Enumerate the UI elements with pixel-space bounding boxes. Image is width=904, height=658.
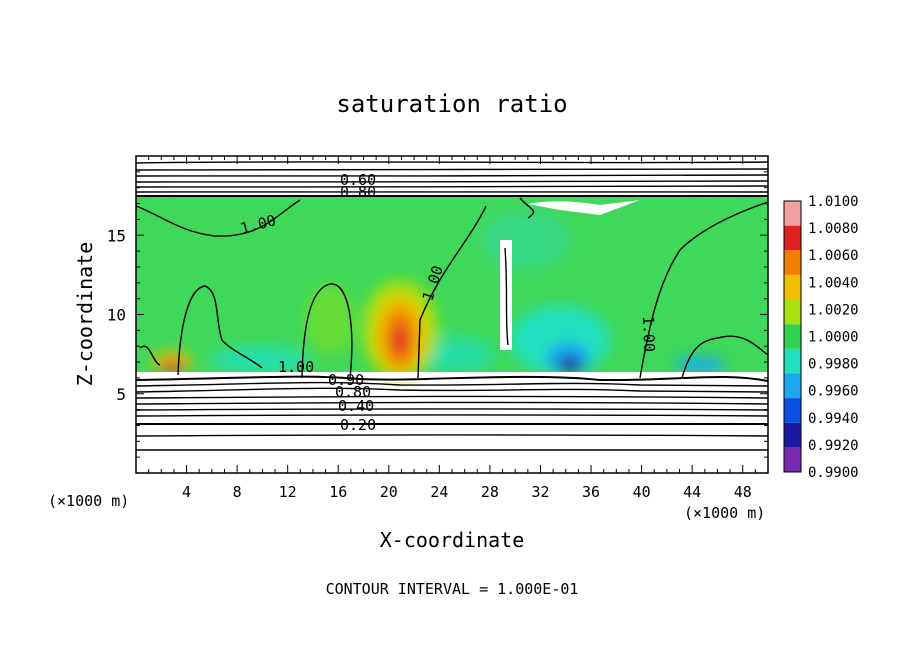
contour-label: 1.00 xyxy=(639,316,658,353)
contour-label: 0.90 xyxy=(328,371,364,389)
x-tick-label: 8 xyxy=(233,483,242,501)
x-axis: 4 8 12 16 20 24 28 32 36 40 44 48 xyxy=(148,156,756,501)
chart-title: saturation ratio xyxy=(336,90,567,118)
contour-label: 0.20 xyxy=(340,416,376,434)
colorbar-swatch xyxy=(784,348,801,374)
colorbar-label: 1.0080 xyxy=(808,221,859,237)
x-tick-label: 16 xyxy=(329,483,347,501)
colorbar-swatch xyxy=(784,201,801,226)
colorbar-label: 1.0040 xyxy=(808,275,859,291)
colorbar-label: 1.0000 xyxy=(808,330,859,346)
colorbar-swatch xyxy=(784,225,801,251)
contour-label: 0.60 xyxy=(340,171,376,189)
y-tick-label: 10 xyxy=(107,306,126,325)
x-tick-label: 48 xyxy=(734,483,752,501)
contour-label: 1.00 xyxy=(278,358,314,376)
x-tick-label: 20 xyxy=(380,483,398,501)
x-tick-label: 44 xyxy=(683,483,701,501)
colorbar-label: 1.0020 xyxy=(808,302,859,318)
colorbar-swatch xyxy=(784,422,801,448)
x-tick-label: 4 xyxy=(182,483,191,501)
colorbar-swatch xyxy=(784,447,801,472)
colorbar: 0.9900 0.9920 0.9940 0.9960 0.9980 1.0000 1.00… xyxy=(783,194,859,481)
plot-area xyxy=(136,156,768,473)
y-tick-label: 5 xyxy=(116,385,126,404)
colorbar-swatch xyxy=(784,373,801,399)
x-tick-label: 40 xyxy=(633,483,651,501)
colorbar-label: 1.0060 xyxy=(808,248,859,264)
x-unit-left: (×1000 m) xyxy=(48,492,129,510)
colorbar-label: 0.9900 xyxy=(808,465,859,481)
colorbar-swatch xyxy=(784,398,801,423)
colorbar-swatch xyxy=(784,250,801,275)
y-axis: 5 10 15 xyxy=(107,171,768,458)
colorbar-label: 0.9940 xyxy=(808,411,859,427)
contour-label: 0.80 xyxy=(340,183,376,201)
colorbar-label: 0.9960 xyxy=(808,384,859,400)
x-axis-label: X-coordinate xyxy=(380,528,525,552)
colorbar-label: 0.9980 xyxy=(808,357,859,373)
y-axis-label: Z-coordinate xyxy=(73,242,97,387)
colorbar-frame xyxy=(783,200,802,473)
x-tick-label: 32 xyxy=(531,483,549,501)
x-unit-right: (×1000 m) xyxy=(684,504,765,522)
colorbar-swatch xyxy=(784,324,801,349)
x-tick-label: 12 xyxy=(279,483,297,501)
x-tick-label: 36 xyxy=(582,483,600,501)
colorbar-swatch xyxy=(784,274,801,300)
field-anomalies xyxy=(152,210,725,380)
colorbar-swatch xyxy=(784,299,801,325)
y-tick-label: 15 xyxy=(107,226,126,245)
contour-label-group: 0.60 0.80 1.00 1.00 1.00 1.00 0.90 0.80 … xyxy=(238,171,658,434)
contour-label: 0.40 xyxy=(338,397,374,415)
x-tick-label: 28 xyxy=(481,483,499,501)
contour-lines xyxy=(136,161,768,451)
contour-interval-note: CONTOUR INTERVAL = 1.000E-01 xyxy=(326,580,579,598)
colorbar-label: 1.0100 xyxy=(808,194,859,210)
colorbar-label: 0.9920 xyxy=(808,438,859,454)
x-tick-label: 24 xyxy=(430,483,448,501)
contour-label: 0.80 xyxy=(335,383,371,401)
